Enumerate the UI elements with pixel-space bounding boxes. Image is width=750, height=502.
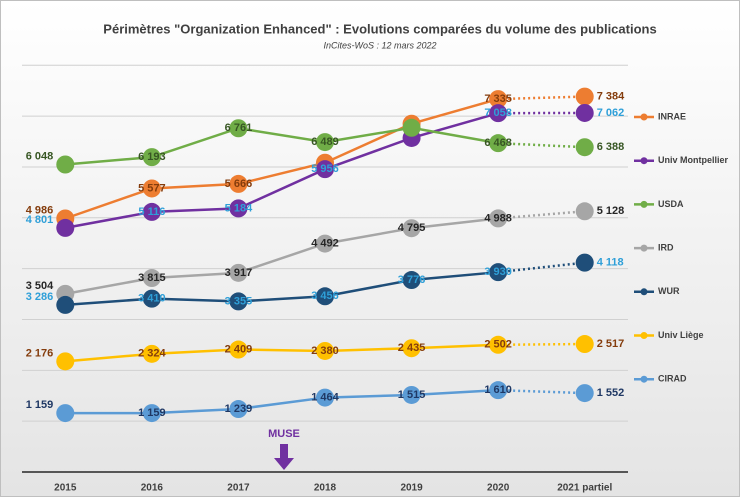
chart-background	[1, 1, 740, 497]
data-label: 5 128	[597, 205, 625, 217]
x-tick-label: 2018	[314, 483, 337, 494]
data-label: 3 917	[225, 267, 253, 279]
data-label: 2 380	[311, 345, 339, 357]
data-label: 3 456	[311, 290, 339, 302]
legend-marker	[641, 245, 648, 252]
x-tick-label: 2015	[54, 483, 77, 494]
data-label: 4 118	[597, 257, 624, 269]
legend-label: IRD	[658, 242, 674, 252]
legend-label: USDA	[658, 199, 684, 209]
data-label: 4 795	[398, 222, 426, 234]
data-label: 4 988	[484, 212, 512, 224]
data-label: 2 409	[225, 343, 253, 355]
data-label: 3 776	[398, 274, 426, 286]
legend-label: INRAE	[658, 111, 686, 121]
data-label: 5 666	[225, 178, 253, 190]
data-label: 1 159	[138, 407, 166, 419]
x-tick-label: 2019	[400, 483, 423, 494]
data-label: 1 159	[26, 399, 54, 411]
data-label: 6 489	[311, 136, 339, 148]
legend-label: Univ Montpellier	[658, 155, 729, 165]
marker	[56, 404, 74, 422]
x-tick-label: 2020	[487, 483, 510, 494]
legend-marker	[641, 288, 648, 295]
marker	[576, 254, 594, 272]
chart-title: Périmètres "Organization Enhanced" : Evo…	[103, 21, 656, 36]
data-label: 1 552	[597, 387, 625, 399]
marker	[576, 384, 594, 402]
data-label: 6 761	[225, 122, 253, 134]
data-label: 2 324	[138, 348, 166, 360]
annotation: MUSE	[268, 428, 300, 440]
x-tick-label: 2021 partiel	[557, 483, 612, 494]
data-label: 2 176	[26, 347, 54, 359]
marker	[56, 296, 74, 314]
data-label: 2 502	[484, 339, 512, 351]
legend-marker	[641, 376, 648, 383]
data-label: 1 610	[484, 384, 512, 396]
marker	[576, 202, 594, 220]
legend-marker	[641, 114, 648, 121]
data-label: 6 388	[597, 141, 625, 153]
data-label: 7 058	[484, 107, 512, 119]
data-label: 5 184	[225, 202, 253, 214]
x-tick-label: 2017	[227, 483, 250, 494]
data-label: 7 062	[597, 107, 625, 119]
data-label: 3 410	[138, 293, 166, 305]
legend-label: WUR	[658, 286, 680, 296]
data-label: 5 956	[311, 163, 339, 175]
data-label: 1 239	[225, 403, 253, 415]
marker	[56, 219, 74, 237]
data-label: 7 384	[597, 90, 625, 102]
data-label: 7 335	[484, 93, 512, 105]
data-label: 6 193	[138, 151, 166, 163]
legend-label: CIRAD	[658, 374, 687, 384]
marker	[576, 104, 594, 122]
data-label: 1 464	[311, 391, 339, 403]
chart-subtitle: InCites-WoS : 12 mars 2022	[323, 40, 436, 50]
data-label: 3 355	[225, 295, 253, 307]
legend-label: Univ Liège	[658, 330, 704, 340]
data-label: 3 286	[26, 291, 54, 303]
marker	[403, 119, 421, 137]
data-label: 6 048	[26, 150, 54, 162]
marker	[576, 88, 594, 106]
data-label: 2 435	[398, 342, 426, 354]
marker	[576, 138, 594, 156]
legend-marker	[641, 201, 648, 208]
data-label: 3 930	[484, 266, 512, 278]
legend-marker	[641, 157, 648, 164]
data-label: 5 116	[138, 206, 165, 218]
data-label: 6 468	[484, 137, 512, 149]
data-label: 4 492	[311, 238, 339, 250]
data-label: 4 801	[26, 214, 54, 226]
data-label: 2 517	[597, 338, 625, 350]
data-label: 1 515	[398, 389, 426, 401]
marker	[56, 352, 74, 370]
x-tick-label: 2016	[141, 483, 164, 494]
legend-marker	[641, 332, 648, 339]
data-label: 3 815	[138, 272, 166, 284]
data-label: 5 577	[138, 182, 166, 194]
marker	[576, 335, 594, 353]
marker	[56, 155, 74, 173]
